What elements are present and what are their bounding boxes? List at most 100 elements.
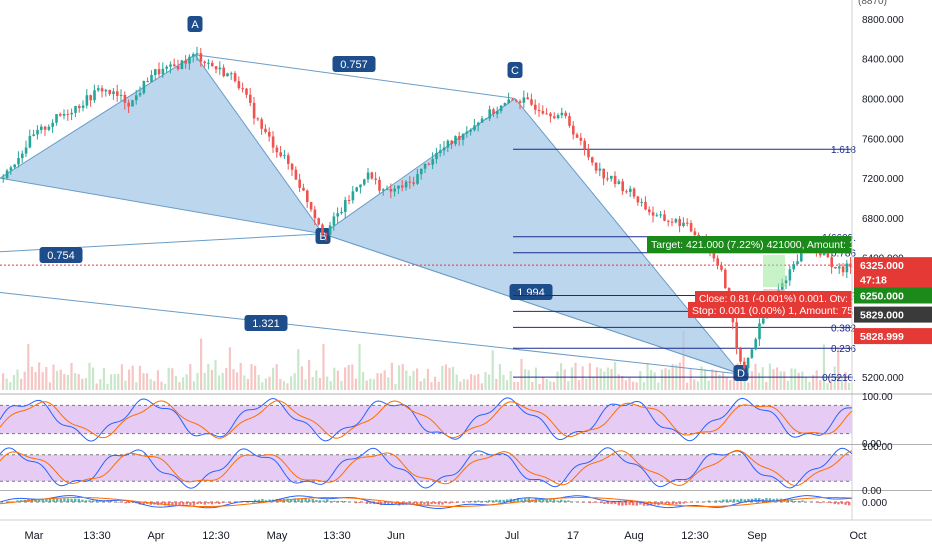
candle-body xyxy=(458,136,461,140)
candle-body xyxy=(146,81,149,83)
volume-bar xyxy=(9,382,12,390)
oscillator-tick-label: 0.00 xyxy=(862,439,882,450)
macd-histogram-bar xyxy=(797,501,800,502)
candle-body xyxy=(188,56,191,64)
candle-body xyxy=(74,106,77,113)
volume-bar xyxy=(506,380,509,390)
macd-histogram-bar xyxy=(488,500,491,502)
candle-body xyxy=(404,181,408,188)
candle-body xyxy=(712,250,716,259)
volume-bar xyxy=(138,365,141,390)
volume-bar xyxy=(398,365,401,390)
macd-histogram-bar xyxy=(192,502,196,506)
volume-bar xyxy=(747,382,750,390)
price-tick-label: 8000.000 xyxy=(862,94,904,105)
volume-bar xyxy=(790,368,793,390)
time-axis[interactable]: Mar 13:30 Apr 12:30 May 13:30 Jun Jul 17 Aug 12:30… xyxy=(0,519,932,542)
candle-body xyxy=(465,131,469,134)
macd-histogram-bar xyxy=(743,499,746,502)
volume-bar xyxy=(354,378,357,390)
volume-bar xyxy=(578,380,581,390)
volume-bar xyxy=(448,367,451,390)
pattern-line-ac xyxy=(194,54,516,99)
macd-histogram-bar xyxy=(416,502,419,506)
volume-bar xyxy=(606,367,609,390)
volume-bar xyxy=(743,377,746,390)
target-label-bg xyxy=(647,236,852,253)
candle-body xyxy=(192,54,195,57)
volume-bar xyxy=(588,363,591,390)
candle-body xyxy=(693,231,697,236)
candle-body xyxy=(754,339,757,350)
macd-histogram-bar xyxy=(538,498,541,502)
volume-bar xyxy=(711,369,714,390)
macd-histogram-bar xyxy=(41,498,44,502)
macd-histogram-bar xyxy=(354,502,358,504)
candle-body xyxy=(287,155,290,164)
volume-bar xyxy=(426,368,429,390)
candle-body xyxy=(161,68,165,75)
macd-histogram-bar xyxy=(221,502,224,503)
volume-bar xyxy=(178,382,181,390)
candle-body xyxy=(245,88,248,95)
volume-bar xyxy=(34,371,37,390)
candle-body xyxy=(617,181,621,184)
price-axis[interactable]: (8870) 8800.000 8400.000 8000.000 7600.000 72… xyxy=(851,0,932,520)
macd-histogram-bar xyxy=(308,499,311,502)
macd-histogram-bar xyxy=(563,500,566,502)
volume-bar xyxy=(246,378,249,390)
volume-bar xyxy=(261,382,264,390)
candle-body xyxy=(488,109,491,119)
candle-body xyxy=(682,222,685,226)
macd-histogram-bar xyxy=(52,498,55,502)
candle-body xyxy=(541,111,545,114)
volume-bar xyxy=(362,372,365,390)
volume-bar xyxy=(513,381,516,390)
volume-bar xyxy=(214,360,217,390)
macd-histogram-bar xyxy=(567,500,570,502)
price-tick-label: 7200.000 xyxy=(862,174,904,185)
candle-body xyxy=(496,111,499,115)
macd-histogram-bar xyxy=(588,502,592,504)
macd-histogram-bar xyxy=(632,502,635,506)
volume-bar xyxy=(419,381,422,390)
volume-bar xyxy=(124,380,127,390)
macd-histogram-bar xyxy=(336,500,340,502)
target-label: Target: 421.000 (7.22%) 421000, Amount: … xyxy=(651,239,884,251)
macd-histogram-bar xyxy=(182,502,185,505)
candle-body xyxy=(678,219,681,226)
oscillator-slow-line xyxy=(0,449,853,487)
candle-body xyxy=(332,216,336,226)
macd-histogram-bar xyxy=(491,500,494,502)
volume-bar xyxy=(581,366,584,390)
volume-bar xyxy=(632,381,635,390)
macd-histogram-bar xyxy=(423,502,426,505)
fib-label: 1.618 xyxy=(831,145,856,156)
pattern-point-label: B xyxy=(319,231,326,243)
candle-body xyxy=(336,213,339,217)
macd-histogram-bar xyxy=(527,498,530,502)
macd-histogram-bar xyxy=(45,498,48,502)
volume-bar xyxy=(772,369,775,390)
volume-bar xyxy=(77,374,80,390)
volume-bar xyxy=(570,367,573,390)
volume-bar xyxy=(646,363,649,390)
candle-body xyxy=(613,175,617,184)
candle-body xyxy=(36,129,39,135)
candle-body xyxy=(446,140,450,148)
oscillator-tick-label: 100.00 xyxy=(862,442,893,453)
candle-body xyxy=(89,95,92,101)
macd-histogram-bar xyxy=(304,498,307,502)
macd-histogram-bar xyxy=(38,499,41,502)
candle-body xyxy=(537,109,541,112)
candle-body xyxy=(800,247,803,262)
candle-body xyxy=(788,269,792,281)
candle-body xyxy=(553,116,556,119)
candle-body xyxy=(321,224,324,234)
candle-body xyxy=(454,136,457,145)
macd-histogram-bar xyxy=(707,500,710,502)
candle-body xyxy=(382,189,385,191)
pattern-ratio-label-bg xyxy=(509,284,553,300)
volume-bar xyxy=(221,372,224,390)
